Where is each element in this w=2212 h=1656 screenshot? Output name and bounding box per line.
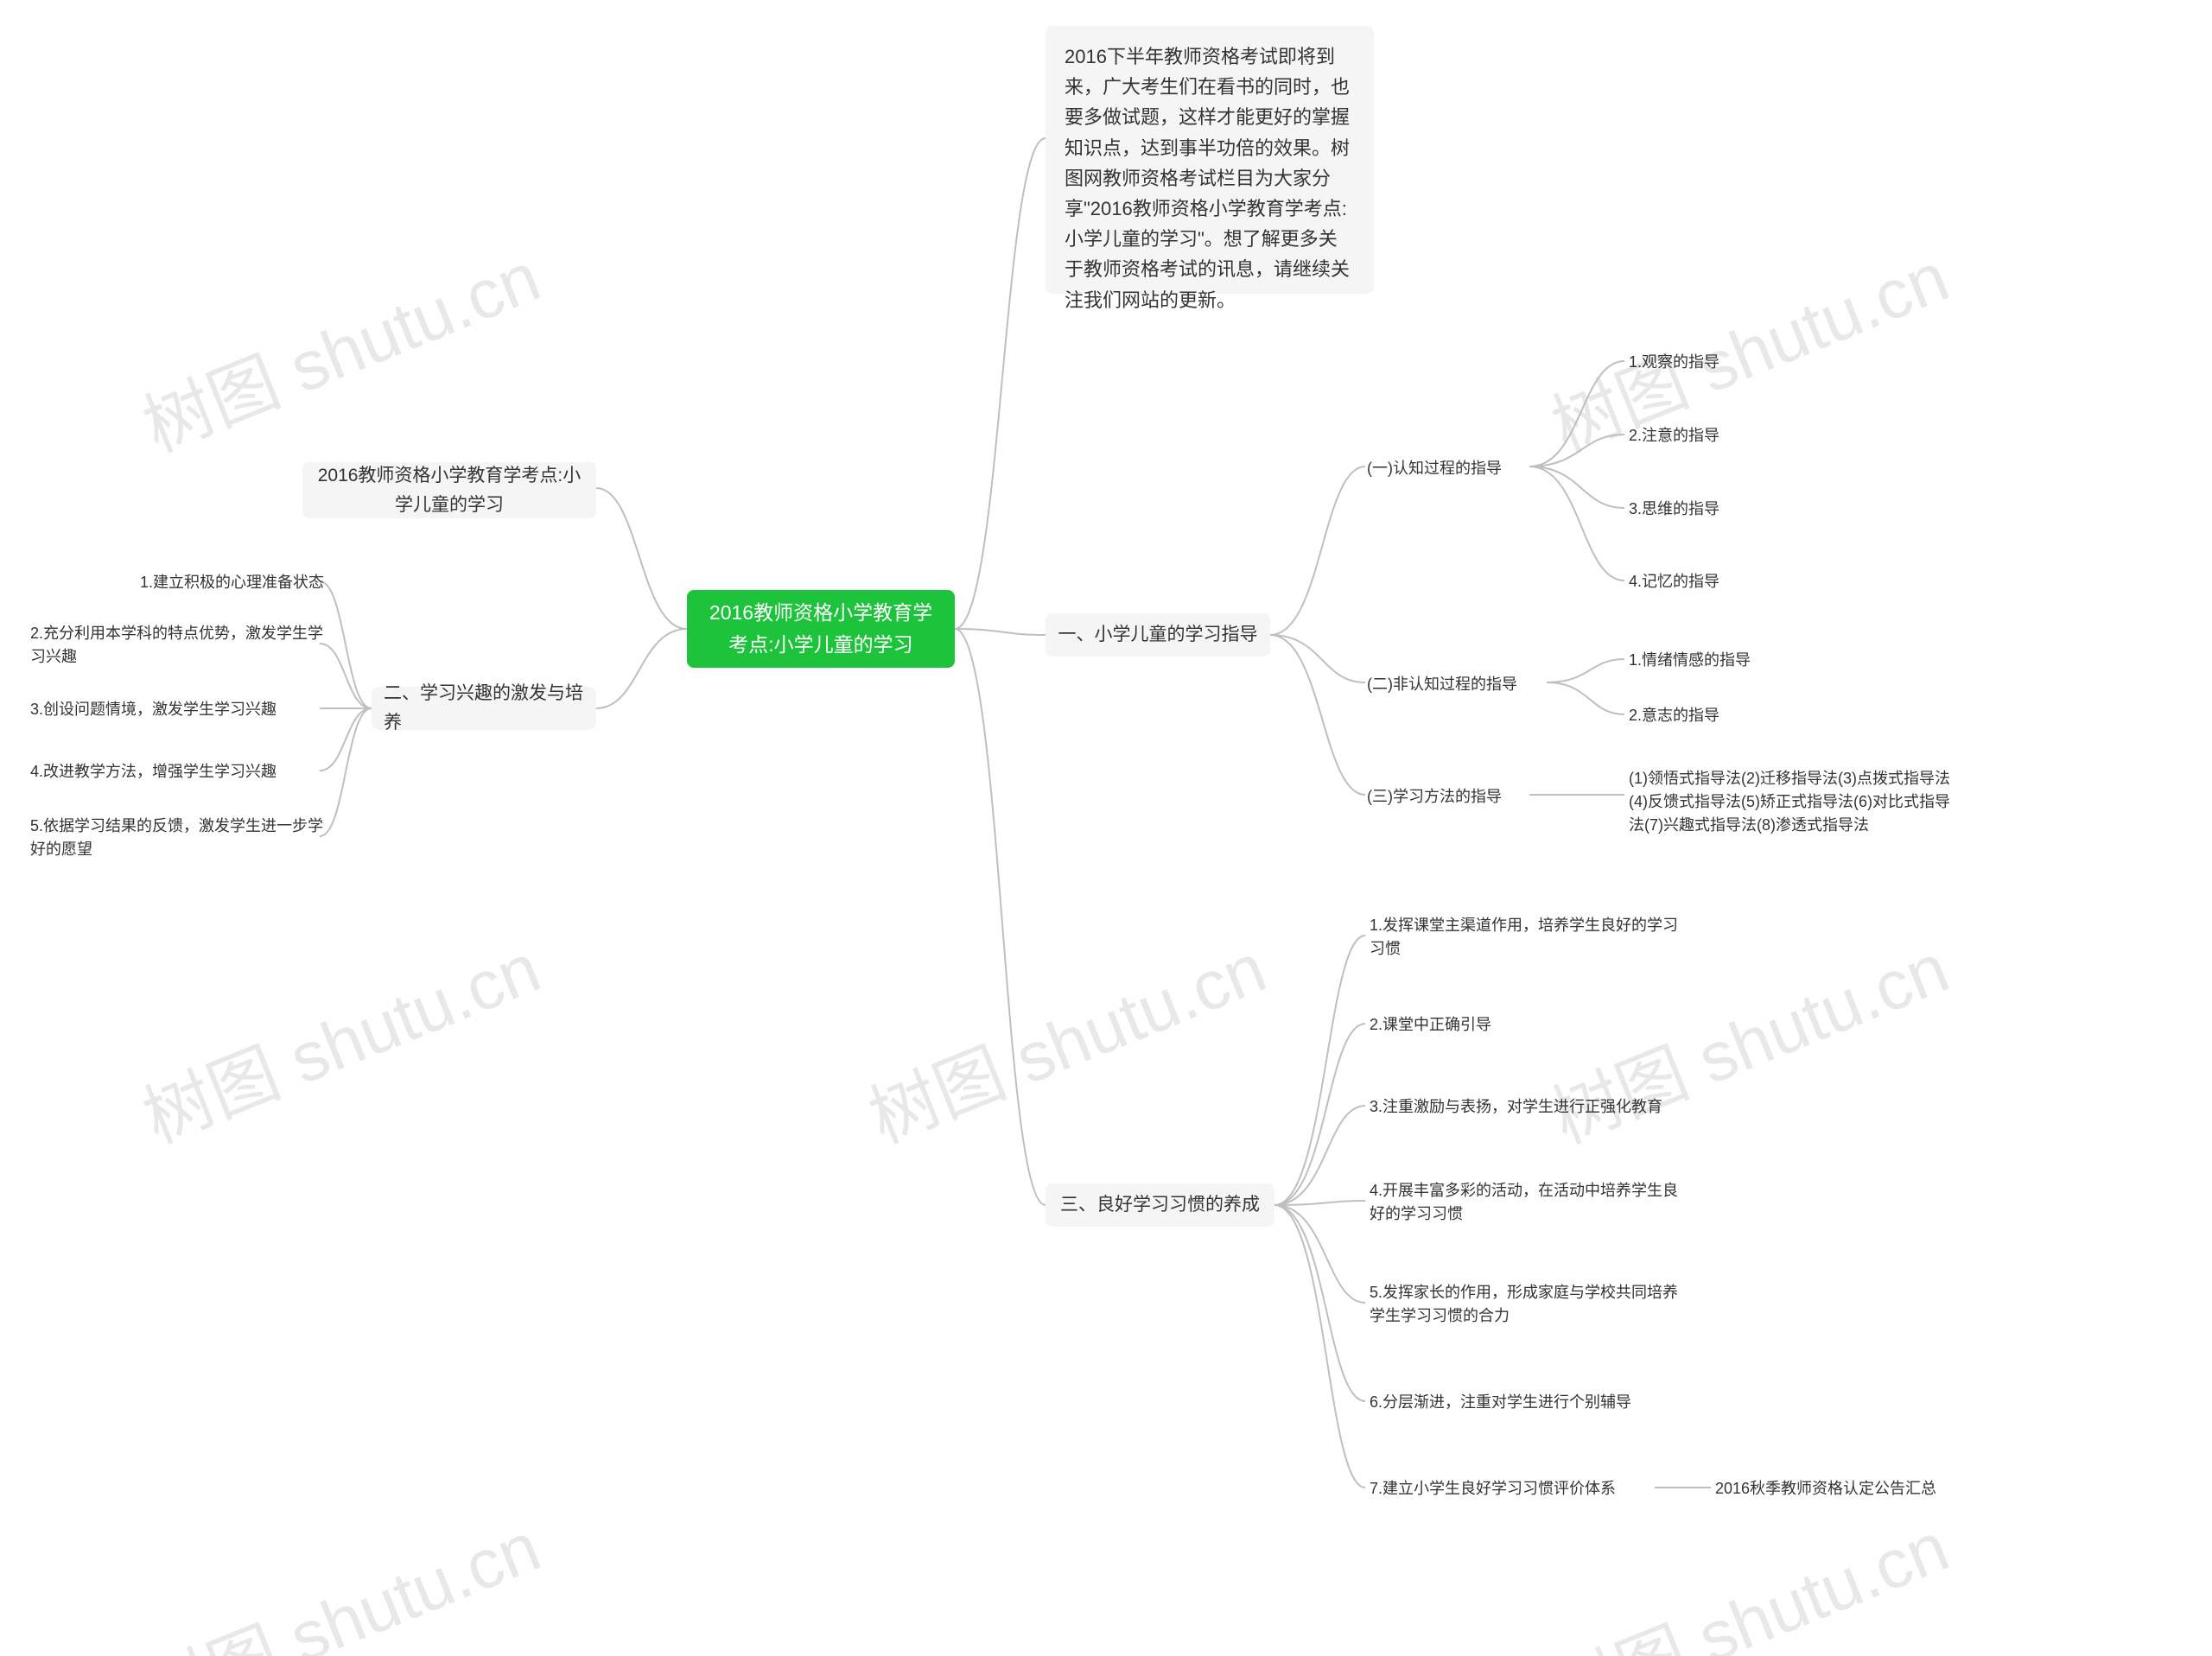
root-node[interactable]: 2016教师资格小学教育学考点:小学儿童的学习 (687, 590, 955, 668)
top-left-label: 2016教师资格小学教育学考点:小学儿童的学习 (315, 461, 584, 519)
section2-item1: 1.建立积极的心理准备状态 (48, 571, 324, 594)
section3-item7: 7.建立小学生良好学习习惯评价体系 (1370, 1477, 1655, 1501)
section3-item2: 2.课堂中正确引导 (1370, 1013, 1689, 1037)
section1-sub1[interactable]: (一)认知过程的指导 (1367, 457, 1502, 480)
section2-item3: 3.创设问题情境，激发学生学习兴趣 (30, 698, 324, 721)
section1-sub1-item4: 4.记忆的指导 (1629, 570, 1719, 593)
section3-item6: 6.分层渐进，注重对学生进行个别辅导 (1370, 1391, 1689, 1414)
section1-sub3-detail: (1)领悟式指导法(2)迁移指导法(3)点拨式指导法(4)反馈式指导法(5)矫正… (1629, 767, 1957, 837)
intro-text: 2016下半年教师资格考试即将到来，广大考生们在看书的同时，也要多做试题，这样才… (1065, 46, 1350, 311)
root-label: 2016教师资格小学教育学考点:小学儿童的学习 (704, 597, 938, 661)
section2-node[interactable]: 二、学习兴趣的激发与培养 (372, 687, 596, 730)
section2-item4: 4.改进教学方法，增强学生学习兴趣 (30, 760, 324, 784)
section1-sub2-item2: 2.意志的指导 (1629, 704, 1719, 727)
section3-item3: 3.注重激励与表扬，对学生进行正强化教育 (1370, 1095, 1689, 1119)
top-left-branch[interactable]: 2016教师资格小学教育学考点:小学儿童的学习 (302, 462, 596, 518)
section2-item2: 2.充分利用本学科的特点优势，激发学生学习兴趣 (30, 622, 324, 669)
section3-label: 三、良好学习习惯的养成 (1060, 1190, 1260, 1220)
section3-item1: 1.发挥课堂主渠道作用，培养学生良好的学习习惯 (1370, 914, 1689, 961)
section1-sub2-item1: 1.情绪情感的指导 (1629, 649, 1751, 672)
section1-sub1-item1: 1.观察的指导 (1629, 351, 1719, 374)
section1-sub1-item3: 3.思维的指导 (1629, 498, 1719, 521)
section3-tail-link[interactable]: 2016秋季教师资格认定公告汇总 (1715, 1477, 2018, 1501)
section2-item5: 5.依据学习结果的反馈，激发学生进一步学好的愿望 (30, 815, 324, 861)
section3-item4: 4.开展丰富多彩的活动，在活动中培养学生良好的学习习惯 (1370, 1179, 1689, 1226)
section1-sub1-item2: 2.注意的指导 (1629, 424, 1719, 447)
section1-sub2[interactable]: (二)非认知过程的指导 (1367, 673, 1517, 696)
section3-node[interactable]: 三、良好学习习惯的养成 (1046, 1183, 1274, 1227)
section1-sub3[interactable]: (三)学习方法的指导 (1367, 785, 1502, 809)
section1-node[interactable]: 一、小学儿童的学习指导 (1046, 613, 1270, 657)
section2-label: 二、学习兴趣的激发与培养 (384, 679, 584, 737)
intro-paragraph: 2016下半年教师资格考试即将到来，广大考生们在看书的同时，也要多做试题，这样才… (1046, 26, 1374, 294)
section3-item5: 5.发挥家长的作用，形成家庭与学校共同培养学生学习习惯的合力 (1370, 1281, 1689, 1328)
section1-label: 一、小学儿童的学习指导 (1058, 620, 1258, 650)
